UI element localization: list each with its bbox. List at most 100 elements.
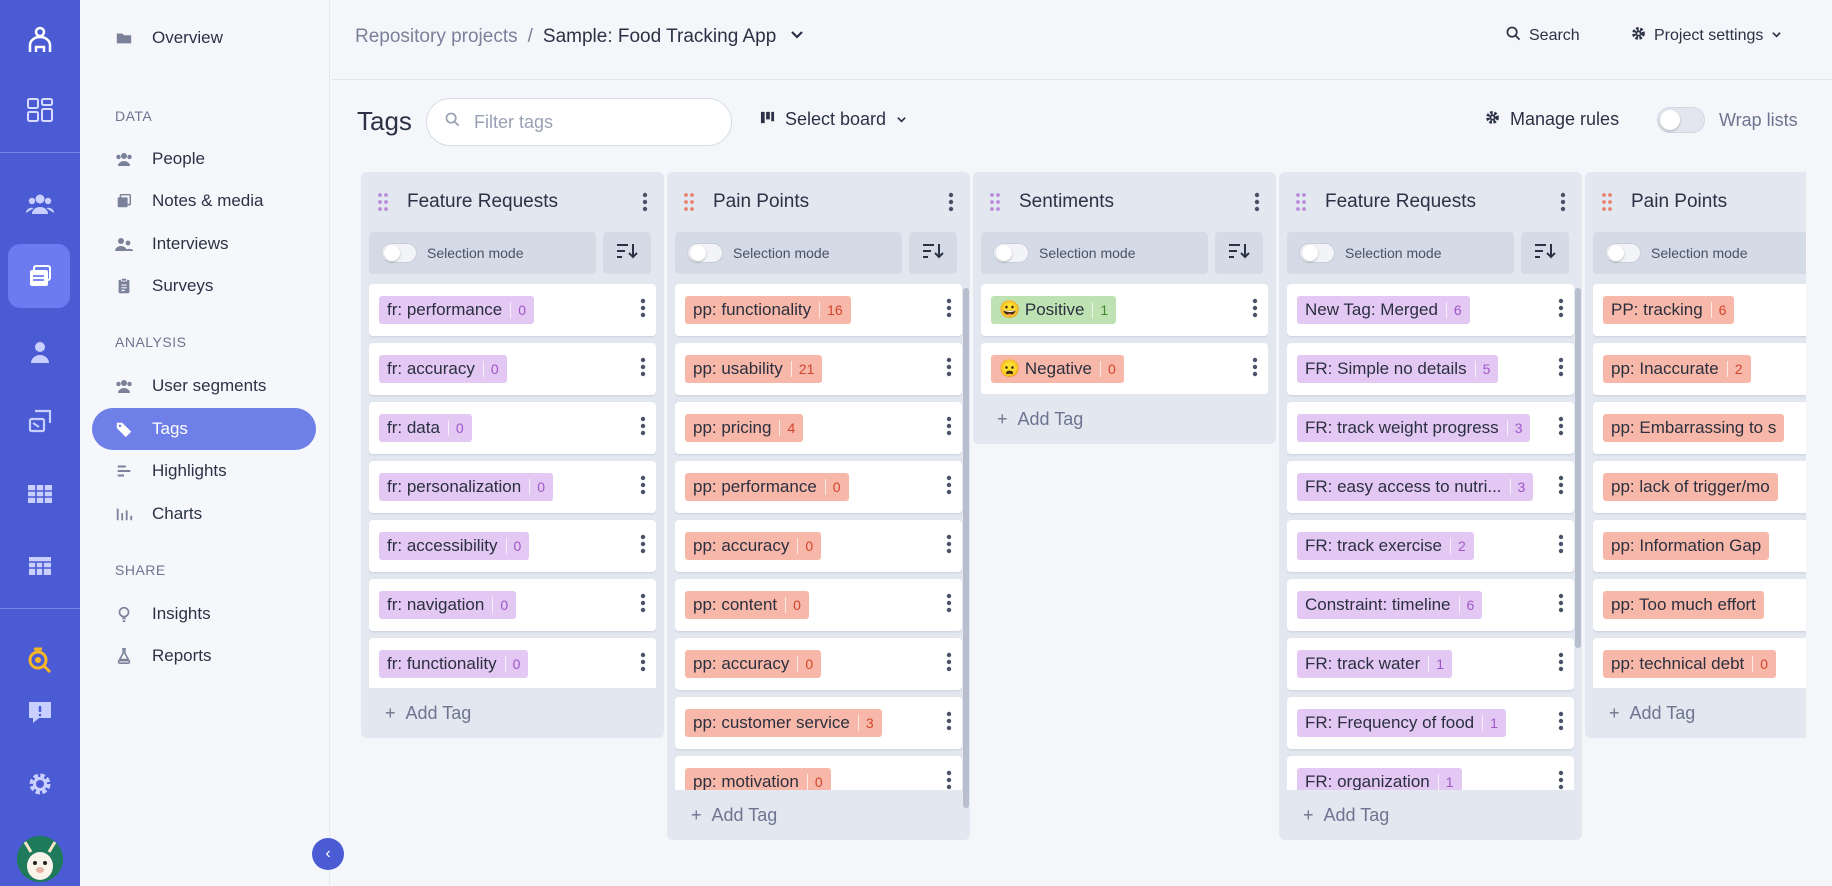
settings-gear-icon[interactable] [0,756,80,812]
tag-chip[interactable]: pp: motivation 0 [685,768,831,790]
tag-chip[interactable]: pp: Information Gap [1603,532,1770,560]
tag-chip[interactable]: pp: usability 21 [685,355,823,383]
tag-card[interactable]: pp: lack of trigger/mo [1593,461,1806,513]
tag-chip[interactable]: FR: track water 1 [1297,650,1453,678]
dashboard-icon[interactable] [0,82,80,138]
grid-icon[interactable] [0,538,80,594]
selection-mode-toggle[interactable] [1299,243,1335,263]
nav-item-notes-media[interactable]: Notes & media [92,180,316,222]
tag-chip[interactable]: fr: accuracy 0 [379,355,507,383]
tag-chip[interactable]: fr: performance 0 [379,296,535,324]
tag-card[interactable]: fr: functionality 0 [369,638,656,688]
sort-button[interactable] [1215,232,1263,274]
tag-card[interactable]: pp: pricing 4 [675,402,962,454]
tag-card[interactable]: PP: tracking 6 [1593,284,1806,336]
tag-menu-icon[interactable] [1558,711,1564,736]
nav-item-charts[interactable]: Charts [92,493,316,535]
feedback-icon[interactable] [0,684,80,740]
column-menu-icon[interactable] [948,192,954,217]
tag-chip[interactable]: pp: performance 0 [685,473,849,501]
customers-icon[interactable] [0,176,80,232]
tag-card[interactable]: pp: customer service 3 [675,697,962,749]
tag-menu-icon[interactable] [1558,652,1564,677]
tag-card[interactable]: pp: usability 21 [675,343,962,395]
tag-card[interactable]: pp: content 0 [675,579,962,631]
tag-card[interactable]: pp: motivation 0 [675,756,962,790]
tag-menu-icon[interactable] [946,357,952,382]
tag-card[interactable]: FR: easy access to nutri... 3 [1287,461,1574,513]
tag-menu-icon[interactable] [946,534,952,559]
tag-card[interactable]: FR: Frequency of food 1 [1287,697,1574,749]
nav-item-overview[interactable]: Overview [92,17,316,59]
project-name[interactable]: Sample: Food Tracking App [542,26,777,47]
tag-menu-icon[interactable] [946,475,952,500]
add-tag-button[interactable]: + Add Tag [973,394,1083,444]
tag-card[interactable]: pp: Embarrassing to s [1593,402,1806,454]
tag-chip[interactable]: FR: easy access to nutri... 3 [1297,473,1534,501]
tag-menu-icon[interactable] [1558,770,1564,790]
tag-chip[interactable]: FR: Simple no details 5 [1297,355,1499,383]
tag-menu-icon[interactable] [640,357,646,382]
tag-chip[interactable]: fr: data 0 [379,414,472,442]
tag-chip[interactable]: 😦 Negative 0 [991,355,1124,383]
app-logo-icon[interactable] [0,12,80,68]
tag-chip[interactable]: fr: functionality 0 [379,650,529,678]
sort-button[interactable] [909,232,957,274]
tag-card[interactable]: pp: accuracy 0 [675,520,962,572]
tag-chip[interactable]: PP: tracking 6 [1603,296,1735,324]
tag-chip[interactable]: pp: functionality 16 [685,296,851,324]
sort-button[interactable] [1521,232,1569,274]
nav-item-interviews[interactable]: Interviews [92,223,316,265]
tag-menu-icon[interactable] [946,711,952,736]
tag-chip[interactable]: pp: pricing 4 [685,414,804,442]
tag-card[interactable]: pp: technical debt 0 [1593,638,1806,688]
tag-menu-icon[interactable] [640,593,646,618]
nav-item-tags[interactable]: Tags [92,408,316,450]
tag-menu-icon[interactable] [640,416,646,441]
tag-chip[interactable]: pp: lack of trigger/mo [1603,473,1778,501]
tag-card[interactable]: pp: accuracy 0 [675,638,962,690]
tag-card[interactable]: 😀 Positive 1 [981,284,1268,336]
nav-item-surveys[interactable]: Surveys [92,265,316,307]
tag-chip[interactable]: pp: accuracy 0 [685,650,822,678]
drag-handle-icon[interactable] [377,192,389,212]
tag-card[interactable]: pp: performance 0 [675,461,962,513]
tag-chip[interactable]: fr: accessibility 0 [379,532,530,560]
drag-handle-icon[interactable] [683,192,695,212]
tag-card[interactable]: pp: functionality 16 [675,284,962,336]
tag-menu-icon[interactable] [946,770,952,790]
tag-chip[interactable]: 😀 Positive 1 [991,296,1117,324]
tag-menu-icon[interactable] [640,652,646,677]
tag-menu-icon[interactable] [640,534,646,559]
tag-card[interactable]: FR: track exercise 2 [1287,520,1574,572]
drag-handle-icon[interactable] [989,192,1001,212]
sort-button[interactable] [603,232,651,274]
tag-card[interactable]: New Tag: Merged 6 [1287,284,1574,336]
tag-chip[interactable]: pp: content 0 [685,591,809,619]
tag-card[interactable]: pp: Too much effort [1593,579,1806,631]
tag-menu-icon[interactable] [1558,593,1564,618]
add-tag-button[interactable]: + Add Tag [1279,790,1389,840]
manage-rules-button[interactable]: Manage rules [1485,109,1619,130]
tag-chip[interactable]: FR: Frequency of food 1 [1297,709,1506,737]
selection-mode-toggle[interactable] [687,243,723,263]
tag-card[interactable]: fr: performance 0 [369,284,656,336]
tag-chip[interactable]: FR: track weight progress 3 [1297,414,1531,442]
filter-tags-input[interactable] [474,111,704,133]
tag-card[interactable]: FR: organization 1 [1287,756,1574,790]
vertical-scrollbar[interactable] [963,288,969,808]
collapse-sidebar-button[interactable]: ‹ [312,838,344,870]
selection-mode-toggle[interactable] [381,243,417,263]
tag-menu-icon[interactable] [1252,357,1258,382]
discovery-icon[interactable] [0,632,80,688]
tag-menu-icon[interactable] [1558,534,1564,559]
select-board-dropdown[interactable]: Select board [760,109,907,130]
tag-card[interactable]: pp: Information Gap [1593,520,1806,572]
add-tag-button[interactable]: + Add Tag [1585,688,1695,738]
tag-menu-icon[interactable] [1558,416,1564,441]
nav-item-user-segments[interactable]: User segments [92,365,316,407]
tag-menu-icon[interactable] [946,652,952,677]
tag-card[interactable]: fr: accessibility 0 [369,520,656,572]
search-button[interactable]: Search [1506,26,1580,46]
column-menu-icon[interactable] [1560,192,1566,217]
